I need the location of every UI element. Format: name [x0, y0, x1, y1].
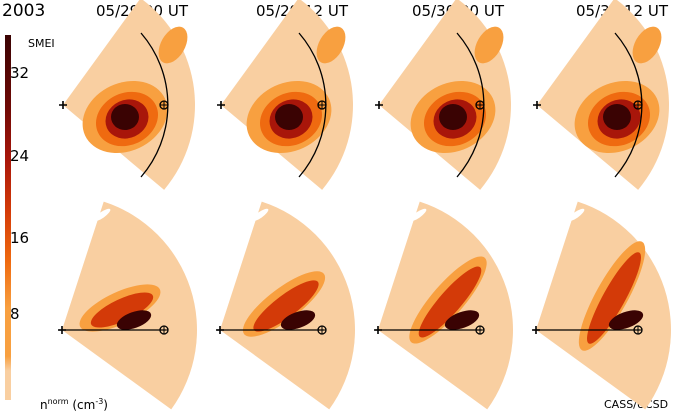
sun-marker-top-1 — [59, 101, 67, 109]
colorbar-tick-8: 8 — [10, 305, 20, 323]
top-streamer-1 — [158, 26, 188, 64]
colorbar — [5, 35, 11, 400]
side-contour-core-4 — [608, 310, 644, 330]
sun-marker-side-3 — [374, 326, 382, 334]
side-contour-mid-3 — [418, 266, 482, 338]
side-gap-4 — [567, 208, 585, 222]
earth-cross-side-2 — [318, 326, 326, 334]
top-contour-core-2 — [275, 104, 303, 130]
side-gap-3 — [409, 208, 427, 222]
top-streamer-3 — [474, 26, 504, 64]
colorbar-title: SMEI — [28, 37, 55, 50]
earth-cross-top-2 — [318, 101, 326, 109]
sun-marker-top-2 — [217, 101, 225, 109]
colorbar-tick-24: 24 — [10, 147, 30, 165]
side-contour-core-2 — [280, 310, 316, 330]
earth-cross-top-4 — [634, 101, 642, 109]
sun-marker-top-4 — [533, 101, 541, 109]
colorbar-tick-16: 16 — [10, 229, 30, 247]
year-label: 2003 — [2, 1, 46, 21]
sun-marker-side-4 — [532, 326, 540, 334]
top-streamer-2 — [316, 26, 346, 64]
side-contour-mid-1 — [90, 292, 154, 328]
side-contour-mid-2 — [253, 280, 319, 332]
earth-cross-side-1 — [160, 326, 168, 334]
sun-marker-side-1 — [58, 326, 66, 334]
earth-cross-top-1 — [160, 101, 168, 109]
sun-marker-top-3 — [375, 101, 383, 109]
earth-cross-side-3 — [476, 326, 484, 334]
sun-marker-side-2 — [216, 326, 224, 334]
colorbar-units: nnorm (cm-3) — [40, 397, 108, 412]
credit-label: CASS/UCSD — [604, 398, 669, 411]
side-gap-1 — [93, 208, 111, 222]
top-streamer-4 — [632, 26, 662, 64]
colorbar-tick-32: 32 — [10, 64, 30, 82]
top-contour-core-4 — [603, 104, 631, 130]
top-contour-core-3 — [439, 104, 467, 130]
earth-cross-top-3 — [476, 101, 484, 109]
side-contour-core-1 — [116, 310, 152, 330]
side-contour-core-3 — [444, 310, 480, 330]
side-gap-2 — [251, 208, 269, 222]
earth-cross-side-4 — [634, 326, 642, 334]
side-contour-mid-4 — [587, 252, 641, 344]
top-contour-core-1 — [111, 104, 139, 130]
